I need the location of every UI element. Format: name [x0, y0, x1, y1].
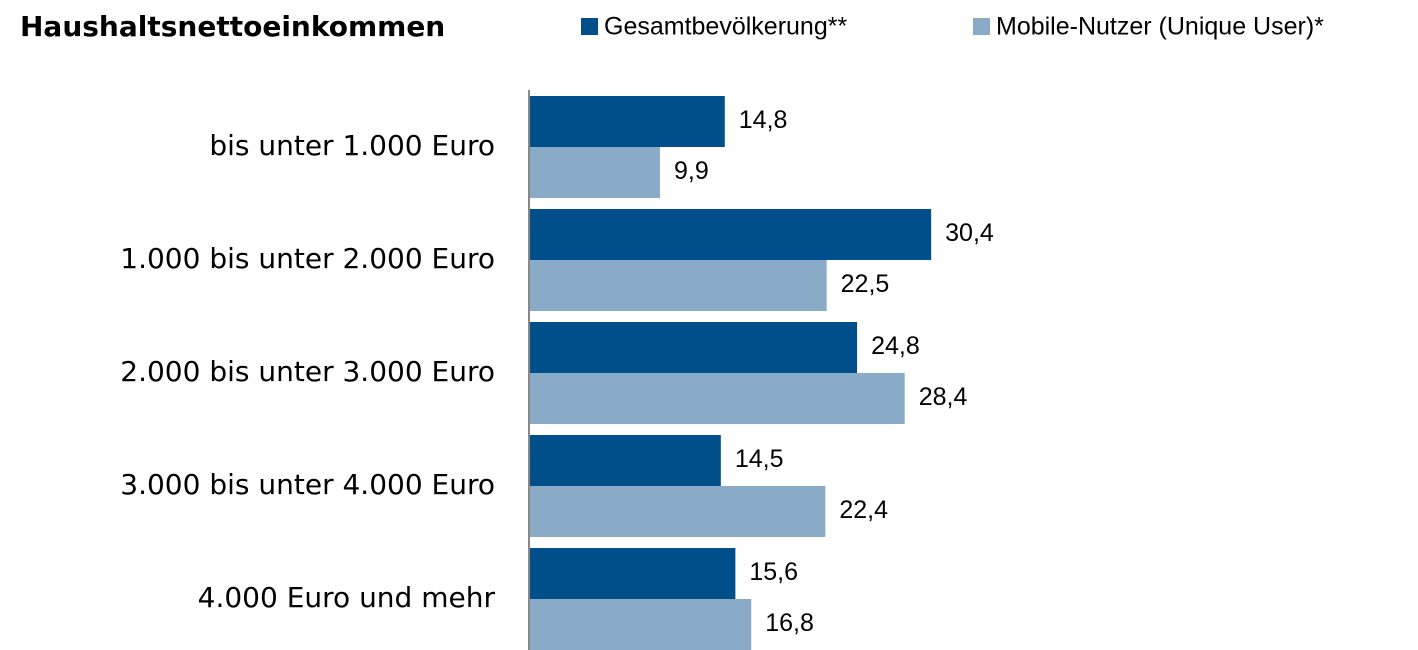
value-label: 14,5	[735, 445, 784, 473]
bar	[529, 322, 858, 373]
y-tick-label: 4.000 Euro und mehr	[198, 581, 496, 614]
legend-label: Mobile-Nutzer (Unique User)*	[996, 13, 1324, 41]
y-tick-label: 2.000 bis unter 3.000 Euro	[120, 355, 495, 388]
bar	[529, 260, 827, 311]
value-label: 24,8	[871, 332, 920, 360]
y-tick-label: 1.000 bis unter 2.000 Euro	[120, 242, 495, 275]
value-label: 14,8	[739, 106, 788, 134]
value-label: 30,4	[945, 219, 994, 247]
value-label: 22,4	[839, 496, 888, 524]
value-label: 16,8	[765, 609, 814, 637]
bar	[529, 147, 660, 198]
bar	[529, 548, 736, 599]
bar	[529, 435, 721, 486]
legend-label: Gesamtbevölkerung**	[604, 13, 847, 41]
bar	[529, 96, 725, 147]
y-tick-label: bis unter 1.000 Euro	[209, 129, 495, 162]
legend-swatch	[581, 18, 598, 35]
bar	[529, 209, 932, 260]
y-tick-label: 3.000 bis unter 4.000 Euro	[120, 468, 495, 501]
value-label: 22,5	[841, 270, 890, 298]
chart-title: Haushaltsnettoeinkommen	[20, 10, 445, 43]
legend-swatch	[973, 18, 990, 35]
bar	[529, 599, 752, 650]
value-label: 9,9	[674, 157, 709, 185]
bar	[529, 373, 905, 424]
value-label: 28,4	[919, 383, 968, 411]
value-label: 15,6	[749, 558, 798, 586]
bar	[529, 486, 826, 537]
